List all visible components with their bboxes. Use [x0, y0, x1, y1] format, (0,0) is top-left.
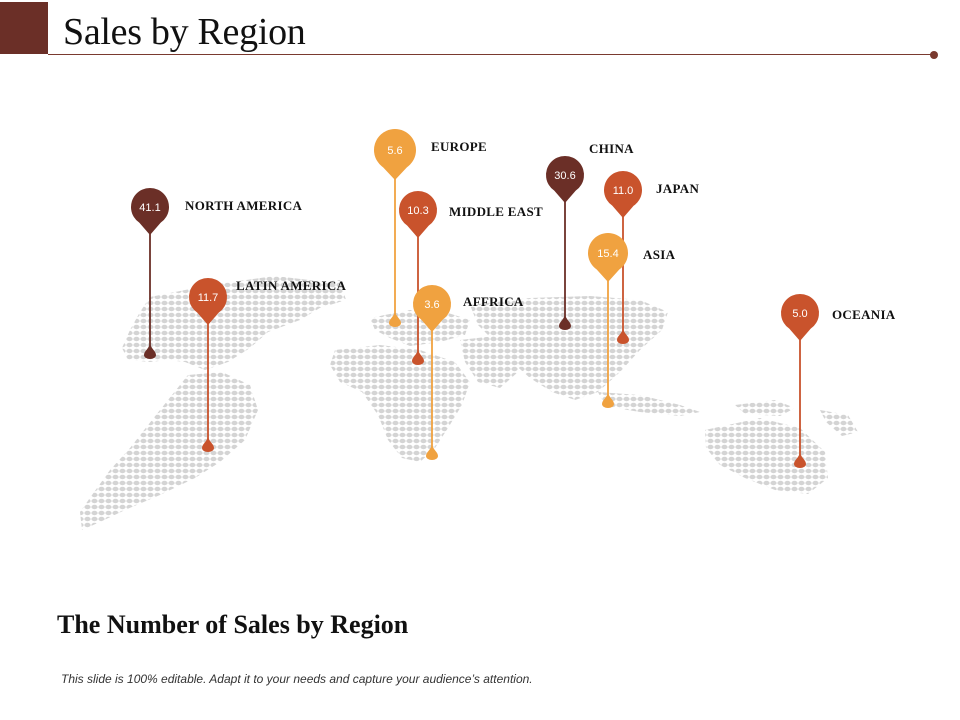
pin-head [374, 129, 417, 180]
pin-value: 11.7 [198, 292, 219, 304]
region-label-latin-america: LATIN AMERICA [236, 278, 347, 293]
region-label-affrica: AFFRICA [463, 294, 524, 309]
map-pin-asia: 15.4 ASIA [588, 233, 676, 408]
pin-tip [559, 314, 571, 330]
pin-tip [144, 343, 156, 359]
region-label-oceania: OCEANIA [832, 307, 896, 322]
map-pin-north-america: 41.1 NORTH AMERICA [131, 188, 303, 359]
region-label-europe: EUROPE [431, 139, 487, 154]
pin-value: 30.6 [554, 170, 575, 182]
continent-greenland [298, 280, 346, 308]
pin-tip [426, 444, 438, 460]
map-pin-affrica: 3.6 AFFRICA [413, 284, 524, 460]
pin-tip [202, 436, 214, 452]
page-title: Sales by Region [63, 11, 306, 53]
continent-east-islands [820, 410, 858, 436]
title-underline-dot [930, 51, 938, 59]
region-label-japan: JAPAN [656, 181, 699, 196]
pin-tip [389, 311, 401, 327]
pin-head [588, 233, 628, 282]
continent-australia [705, 418, 828, 494]
region-label-china: CHINA [589, 141, 634, 156]
pin-value: 5.6 [387, 145, 402, 157]
pin-head [781, 293, 819, 341]
section-subtitle: The Number of Sales by Region [57, 610, 409, 639]
map-pin-middle-east: 10.3 MIDDLE EAST [398, 191, 543, 365]
pin-tip [617, 328, 629, 344]
pin-head [413, 284, 451, 332]
pin-head [398, 191, 437, 238]
pin-value: 15.4 [597, 248, 618, 260]
region-label-north-america: NORTH AMERICA [185, 198, 303, 213]
continent-southeast-asia [598, 392, 700, 416]
pin-value: 5.0 [792, 308, 807, 320]
pin-value: 10.3 [407, 205, 428, 217]
pin-head [189, 278, 228, 325]
continent-pacific-islands [735, 400, 795, 416]
pin-value: 3.6 [424, 299, 439, 311]
map-pin-japan: 11.0 JAPAN [603, 171, 699, 344]
footnote: This slide is 100% editable. Adapt it to… [61, 672, 533, 686]
pin-tip [794, 452, 806, 468]
pin-value: 41.1 [139, 202, 160, 214]
pin-head [546, 156, 584, 203]
pin-value: 11.0 [613, 185, 634, 197]
map-pin-latin-america: 11.7 LATIN AMERICA [189, 278, 347, 452]
continent-north-america [122, 276, 335, 370]
continent-africa [330, 345, 470, 462]
pin-tip [412, 349, 424, 365]
region-label-asia: ASIA [643, 247, 676, 262]
title-underline [48, 54, 932, 55]
pin-tip [602, 392, 614, 408]
continent-asia [470, 296, 668, 400]
title-accent-block [0, 2, 48, 54]
map-pin-oceania: 5.0 OCEANIA [781, 293, 896, 468]
region-label-middle-east: MIDDLE EAST [449, 204, 543, 219]
map-pin-europe: 5.6 EUROPE [374, 129, 487, 327]
pin-head [131, 188, 170, 235]
map-pin-china: 30.6 CHINA [546, 141, 634, 330]
pin-head [603, 171, 642, 218]
continent-south-america [80, 372, 258, 530]
